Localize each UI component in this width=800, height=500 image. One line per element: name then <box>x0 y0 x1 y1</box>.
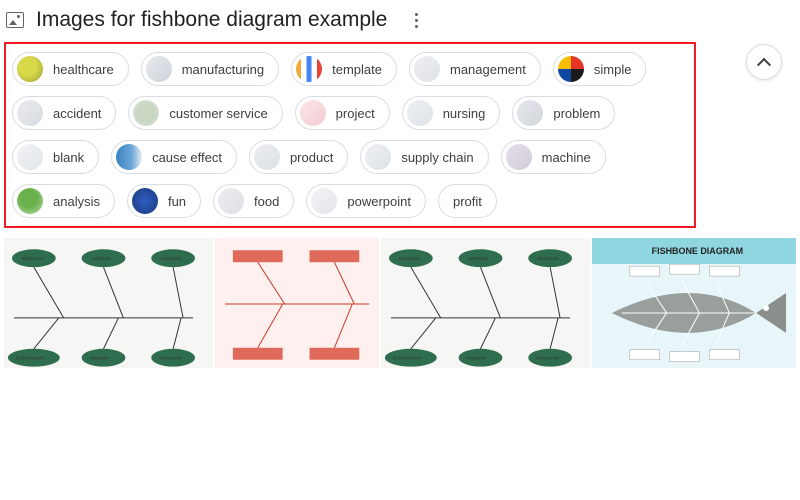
chip-label: template <box>332 62 382 77</box>
svg-text:Environment: Environment <box>16 356 45 362</box>
suggestion-chip[interactable]: profit <box>438 184 497 218</box>
svg-text:Measure: Measure <box>467 356 487 362</box>
suggestion-chip[interactable]: problem <box>512 96 615 130</box>
chip-thumbnail <box>407 100 433 126</box>
chip-label: healthcare <box>53 62 114 77</box>
chip-label: simple <box>594 62 632 77</box>
chip-label: nursing <box>443 106 486 121</box>
suggestion-chip[interactable]: manufacturing <box>141 52 279 86</box>
svg-text:Methods: Methods <box>92 256 112 262</box>
collapse-button[interactable] <box>746 44 782 80</box>
chip-thumbnail <box>218 188 244 214</box>
more-icon[interactable] <box>409 11 423 29</box>
images-header: Images for fishbone diagram example <box>4 4 796 42</box>
chip-thumbnail <box>17 100 43 126</box>
chip-thumbnail <box>17 56 43 82</box>
image-results-row: Machines Methods Materials Environment M… <box>4 238 796 368</box>
image-icon <box>6 12 24 28</box>
chip-label: analysis <box>53 194 100 209</box>
chip-label: cause effect <box>152 150 222 165</box>
chip-label: project <box>336 106 375 121</box>
suggestion-chip[interactable]: powerpoint <box>306 184 426 218</box>
chip-thumbnail <box>300 100 326 126</box>
svg-text:Methods: Methods <box>469 256 489 262</box>
suggestion-chip[interactable]: product <box>249 140 348 174</box>
chip-label: profit <box>453 194 482 209</box>
suggestion-chip[interactable]: analysis <box>12 184 115 218</box>
chip-thumbnail <box>506 144 532 170</box>
svg-text:Personnel: Personnel <box>159 356 181 362</box>
chip-thumbnail <box>517 100 543 126</box>
chevron-up-icon <box>757 58 771 72</box>
chip-thumbnail <box>132 188 158 214</box>
suggestion-chip[interactable]: food <box>213 184 294 218</box>
chip-label: powerpoint <box>347 194 411 209</box>
suggestion-chip[interactable]: supply chain <box>360 140 488 174</box>
svg-text:Machines: Machines <box>399 256 421 262</box>
chip-label: fun <box>168 194 186 209</box>
image-result[interactable] <box>215 238 379 368</box>
chip-label: accident <box>53 106 101 121</box>
chip-label: product <box>290 150 333 165</box>
chip-thumbnail <box>558 56 584 82</box>
svg-text:Environment: Environment <box>393 356 422 362</box>
svg-text:Personnel: Personnel <box>536 356 558 362</box>
suggestion-chip[interactable]: fun <box>127 184 201 218</box>
svg-text:Machines: Machines <box>22 256 44 262</box>
suggestion-chip[interactable]: simple <box>553 52 647 86</box>
suggestion-chip[interactable]: project <box>295 96 390 130</box>
svg-text:Materials: Materials <box>161 256 182 262</box>
chip-label: problem <box>553 106 600 121</box>
suggestion-chip[interactable]: nursing <box>402 96 501 130</box>
chip-thumbnail <box>17 144 43 170</box>
chip-thumbnail <box>146 56 172 82</box>
chip-thumbnail <box>296 56 322 82</box>
chip-label: manufacturing <box>182 62 264 77</box>
suggestion-chip[interactable]: healthcare <box>12 52 129 86</box>
suggestion-chip[interactable]: cause effect <box>111 140 237 174</box>
chip-label: blank <box>53 150 84 165</box>
chip-thumbnail <box>133 100 159 126</box>
suggestion-chip[interactable]: accident <box>12 96 116 130</box>
chip-thumbnail <box>414 56 440 82</box>
fishbone-title: FISHBONE DIAGRAM <box>652 246 743 256</box>
chip-label: food <box>254 194 279 209</box>
chip-label: management <box>450 62 526 77</box>
svg-text:Materials: Materials <box>538 256 559 262</box>
image-result[interactable]: FISHBONE DIAGRAM <box>592 238 796 368</box>
chip-thumbnail <box>116 144 142 170</box>
suggestion-chip[interactable]: template <box>291 52 397 86</box>
suggestion-chip[interactable]: management <box>409 52 541 86</box>
page-title: Images for fishbone diagram example <box>36 8 387 32</box>
chip-thumbnail <box>311 188 337 214</box>
chip-thumbnail <box>254 144 280 170</box>
chip-label: customer service <box>169 106 267 121</box>
chip-label: supply chain <box>401 150 473 165</box>
suggestion-chip[interactable]: blank <box>12 140 99 174</box>
chip-label: machine <box>542 150 591 165</box>
image-result[interactable]: Machines Methods Materials Environment M… <box>381 238 590 368</box>
chip-thumbnail <box>365 144 391 170</box>
chip-thumbnail <box>17 188 43 214</box>
suggestion-chips-container: healthcare manufacturing template managemen… <box>4 42 696 228</box>
suggestion-chip[interactable]: machine <box>501 140 606 174</box>
svg-text:Measure: Measure <box>90 356 110 362</box>
image-result[interactable]: Machines Methods Materials Environment M… <box>4 238 213 368</box>
suggestion-chip[interactable]: customer service <box>128 96 282 130</box>
